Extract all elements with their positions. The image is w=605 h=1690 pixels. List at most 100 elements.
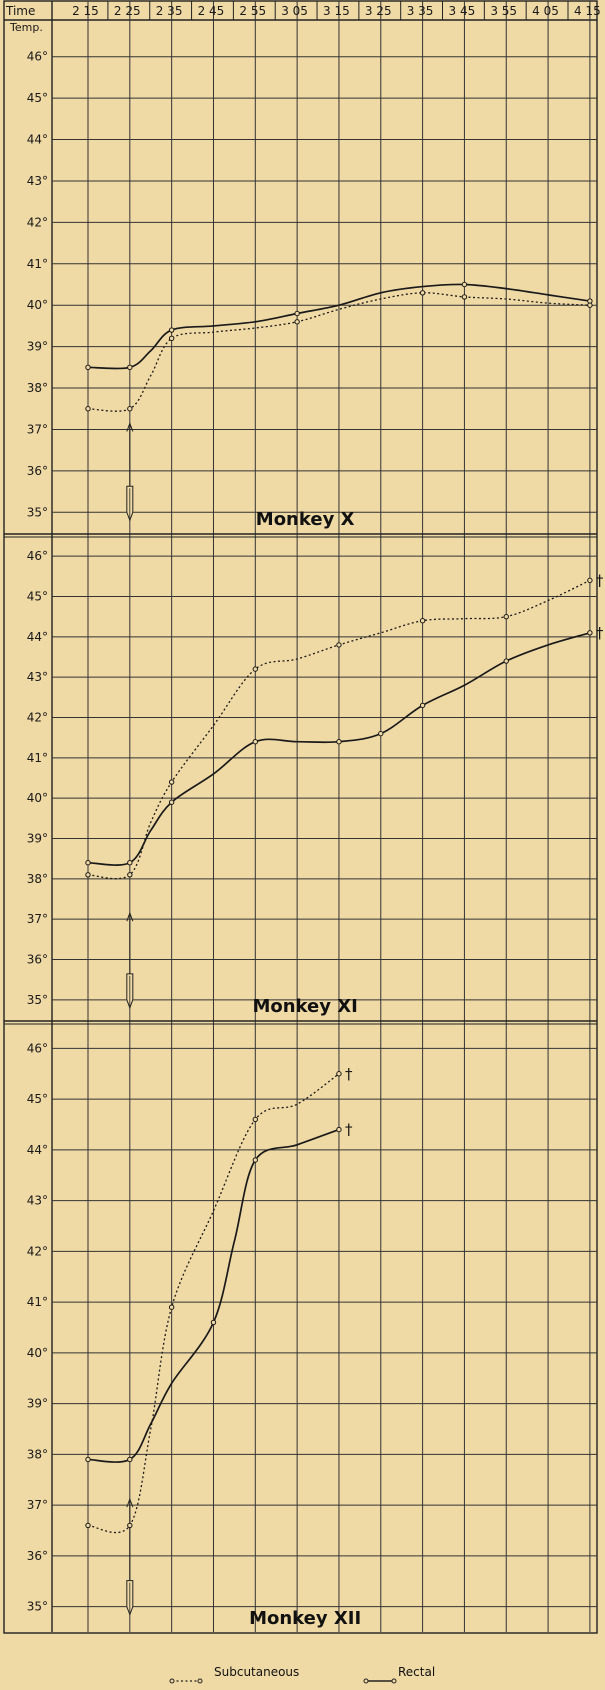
series-line-subcutaneous [87, 292, 590, 412]
y-tick-label: 35° [27, 505, 48, 519]
y-tick-label: 46° [27, 549, 48, 563]
y-tick-label: 37° [27, 422, 48, 436]
data-point-rectal [419, 702, 426, 709]
y-tick-label: 43° [27, 670, 48, 684]
death-dagger-icon: † [345, 1121, 353, 1139]
y-tick-label: 44° [27, 630, 48, 644]
y-tick-label: 45° [27, 91, 48, 105]
death-dagger-icon: † [596, 571, 604, 589]
outer-border [3, 0, 598, 1634]
series-line-rectal [87, 1128, 340, 1463]
injection-arrow-head [126, 1497, 134, 1508]
injection-arrow-head [126, 422, 134, 432]
data-point-subcutaneous [85, 872, 91, 878]
data-point-rectal [168, 799, 175, 805]
panel-title: Monkey XII [249, 1608, 361, 1629]
panel-title: Monkey XI [252, 996, 357, 1017]
data-point-rectal [503, 658, 509, 664]
y-tick-label: 35° [27, 993, 48, 1007]
y-tick-label: 39° [27, 1397, 48, 1411]
y-tick-label: 45° [27, 1092, 48, 1106]
data-point-rectal [85, 860, 91, 866]
death-dagger-icon: † [345, 1065, 353, 1083]
y-tick-label: 37° [27, 1498, 48, 1512]
y-tick-label: 41° [27, 1295, 48, 1309]
data-point-subcutaneous [419, 618, 426, 624]
x-tick-label: 3 55 [490, 4, 517, 18]
y-tick-label: 38° [27, 381, 48, 395]
y-tick-label: 39° [27, 832, 48, 846]
data-point-subcutaneous [127, 1522, 133, 1529]
data-point-subcutaneous [168, 779, 175, 785]
y-tick-label: 37° [27, 912, 48, 926]
legend-marker [169, 1678, 175, 1684]
data-point-rectal [336, 739, 342, 745]
y-tick-label: 36° [27, 464, 48, 478]
data-point-rectal [85, 1456, 91, 1463]
y-tick-label: 40° [27, 1346, 48, 1360]
chart-panels: 46° 45° 44° 43° 42° 41° 40° 39° 38° 37° 36° 35° Monk… [4, 50, 604, 1629]
y-tick-label: 39° [27, 340, 48, 354]
y-tick-label: 40° [27, 298, 48, 312]
y-tick-label: 40° [27, 791, 48, 805]
data-point-subcutaneous [168, 335, 175, 342]
data-point-rectal [168, 327, 175, 333]
legend-label-rectal: Rectal [398, 1665, 435, 1679]
y-tick-label: 44° [27, 1143, 48, 1157]
data-point-rectal [210, 1319, 217, 1326]
data-point-subcutaneous [336, 1071, 342, 1077]
x-tick-label: 4 05 [532, 4, 559, 18]
x-tick-label: 3 35 [407, 4, 434, 18]
y-tick-label: 38° [27, 872, 48, 886]
y-tick-label: 38° [27, 1447, 48, 1461]
data-point-subcutaneous [127, 872, 133, 878]
data-point-subcutaneous [294, 319, 300, 325]
panel-1: 46° 45° 44° 43° 42° 41° 40° 39° 38° 37° 36° 35° Monk… [27, 50, 597, 530]
data-point-rectal [461, 281, 468, 288]
x-tick-label: 3 25 [365, 4, 392, 18]
panel-title: Monkey X [256, 509, 355, 530]
y-tick-label: 42° [27, 215, 48, 229]
series-line-subcutaneous [87, 1073, 340, 1534]
series-line-rectal [87, 283, 591, 370]
y-tick-label: 35° [27, 1600, 48, 1614]
data-point-rectal [294, 310, 300, 317]
data-point-rectal [378, 730, 384, 737]
y-tick-label: 42° [27, 1244, 48, 1258]
y-tick-label: 43° [27, 1194, 48, 1208]
x-tick-label: 2 25 [114, 4, 141, 18]
chart-frame [3, 0, 598, 1634]
legend: Subcutaneous Rectal [169, 1665, 435, 1684]
y-tick-label: 43° [27, 174, 48, 188]
y-tick-label: 46° [27, 1041, 48, 1055]
data-point-subcutaneous [336, 642, 342, 648]
x-tick-label: 4 15 [574, 4, 601, 18]
y-tick-label: 44° [27, 133, 48, 147]
series-line-rectal [87, 631, 591, 866]
panel-3: 46° 45° 44° 43° 42° 41° 40° 39° 38° 37° 36° 35° † † Mo… [4, 1020, 597, 1629]
data-point-subcutaneous [587, 302, 593, 308]
x-tick-labels: 2 15 2 25 2 35 2 45 2 55 3 05 3 15 3 25 3 35 3 45… [72, 4, 601, 18]
legend-marker [197, 1678, 203, 1684]
data-point-subcutaneous [252, 666, 259, 672]
x-tick-label: 3 15 [323, 4, 350, 18]
data-point-rectal [252, 1157, 259, 1163]
data-point-subcutaneous [127, 406, 133, 412]
data-point-rectal [252, 739, 259, 745]
legend-marker [363, 1678, 369, 1684]
data-point-subcutaneous [85, 1522, 91, 1529]
data-point-subcutaneous [587, 577, 593, 584]
x-tick-label: 2 35 [156, 4, 183, 18]
y-tick-label: 41° [27, 751, 48, 765]
legend-label-subcutaneous: Subcutaneous [214, 1665, 299, 1679]
data-point-subcutaneous [503, 613, 509, 620]
y-tick-label: 42° [27, 711, 48, 725]
data-point-rectal [336, 1126, 342, 1133]
x-tick-label: 3 45 [449, 4, 476, 18]
data-point-rectal [127, 364, 133, 371]
x-tick-label: 3 05 [281, 4, 308, 18]
legend-item-subcutaneous: Subcutaneous [169, 1665, 299, 1684]
injection-arrow-head [126, 911, 134, 922]
